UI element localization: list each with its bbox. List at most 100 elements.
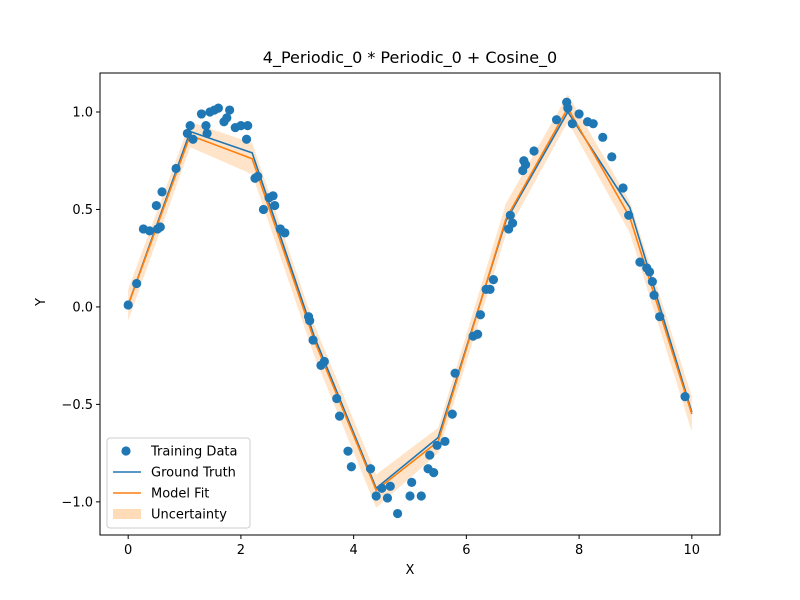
legend-marker-uncertainty [113,509,141,519]
training-point [473,329,483,339]
training-point [241,134,252,144]
legend-box [106,437,251,529]
training-point [416,491,426,501]
training-point [236,121,246,131]
training-point [505,210,515,220]
training-point [268,191,278,201]
training-point [407,477,417,487]
training-point [563,103,573,113]
x-tick-label: 8 [575,543,583,558]
training-point [123,300,133,310]
training-point [488,275,499,285]
legend: Training Data Ground Truth Model Fit Uncert… [106,437,251,529]
training-point [635,257,645,267]
training-point [201,121,211,131]
legend-label: Uncertainty [151,508,227,523]
training-point [365,464,376,474]
ground-truth-line [127,110,693,490]
training-point [567,119,577,129]
training-point [382,493,393,503]
training-point [222,113,232,123]
training-point [132,278,142,289]
training-point [334,411,345,421]
training-points-layer [123,97,690,519]
training-point [243,121,253,131]
y-axis-ticks: −1.0 −0.5 0.0 0.5 1.0 [61,105,100,510]
x-tick-label: 6 [462,543,470,558]
training-point [529,146,539,156]
y-tick-label: −0.5 [61,398,93,413]
training-point [270,200,280,211]
training-point [171,163,181,174]
training-point [151,200,161,211]
training-point [485,284,495,294]
training-point [182,128,192,139]
line-layer [127,106,693,492]
training-point [429,468,439,478]
training-point [188,134,198,144]
training-point [618,183,628,193]
training-point [588,119,598,129]
training-point [305,315,315,326]
training-point [405,491,415,501]
x-axis-ticks: 0 2 4 6 8 10 [124,535,700,558]
chart-title: 4_Periodic_0 * Periodic_0 + Cosine_0 [263,48,557,68]
training-point [393,508,403,519]
x-axis-label: X [406,563,415,578]
training-point [551,115,562,125]
plot-area [123,94,693,519]
training-point [644,267,655,277]
training-point [319,356,329,367]
training-point [185,121,195,131]
training-point [280,228,290,238]
training-point [520,160,531,170]
legend-label: Ground Truth [151,466,236,481]
training-point [624,210,634,220]
training-point [155,222,165,232]
training-point [447,409,457,419]
y-tick-label: 0.5 [72,203,93,218]
training-point [196,109,207,119]
training-point [440,436,450,447]
training-point [202,128,212,139]
training-point [225,105,235,115]
x-tick-label: 2 [237,543,245,558]
training-point [343,446,353,456]
y-tick-label: −1.0 [61,495,93,510]
training-point [145,226,155,236]
legend-label: Training Data [150,445,237,460]
training-point [425,450,435,460]
x-tick-label: 10 [684,543,701,558]
training-point [377,483,387,493]
training-point [308,335,318,345]
legend-marker-training [121,446,131,456]
training-point [346,462,356,472]
training-point [647,276,657,287]
training-point [680,391,690,402]
training-point [655,312,665,322]
training-point [649,290,659,300]
x-tick-label: 4 [349,543,357,558]
training-point [157,187,167,197]
training-point [332,393,342,404]
training-point [432,440,442,450]
training-point [258,204,269,215]
legend-label: Model Fit [151,487,209,502]
training-point [574,109,584,119]
training-point [371,491,381,501]
training-point [385,481,395,491]
training-point [253,171,263,181]
model-fit-line [127,106,693,492]
training-point [507,218,518,228]
training-point [607,152,617,162]
training-point [213,103,223,113]
training-point [598,132,608,142]
y-tick-label: 1.0 [72,105,93,120]
training-point [475,310,486,320]
y-axis-label: Y [34,298,49,307]
y-tick-label: 0.0 [72,300,93,315]
plot-frame [99,72,721,536]
training-point [450,368,460,378]
x-tick-label: 0 [124,543,132,558]
